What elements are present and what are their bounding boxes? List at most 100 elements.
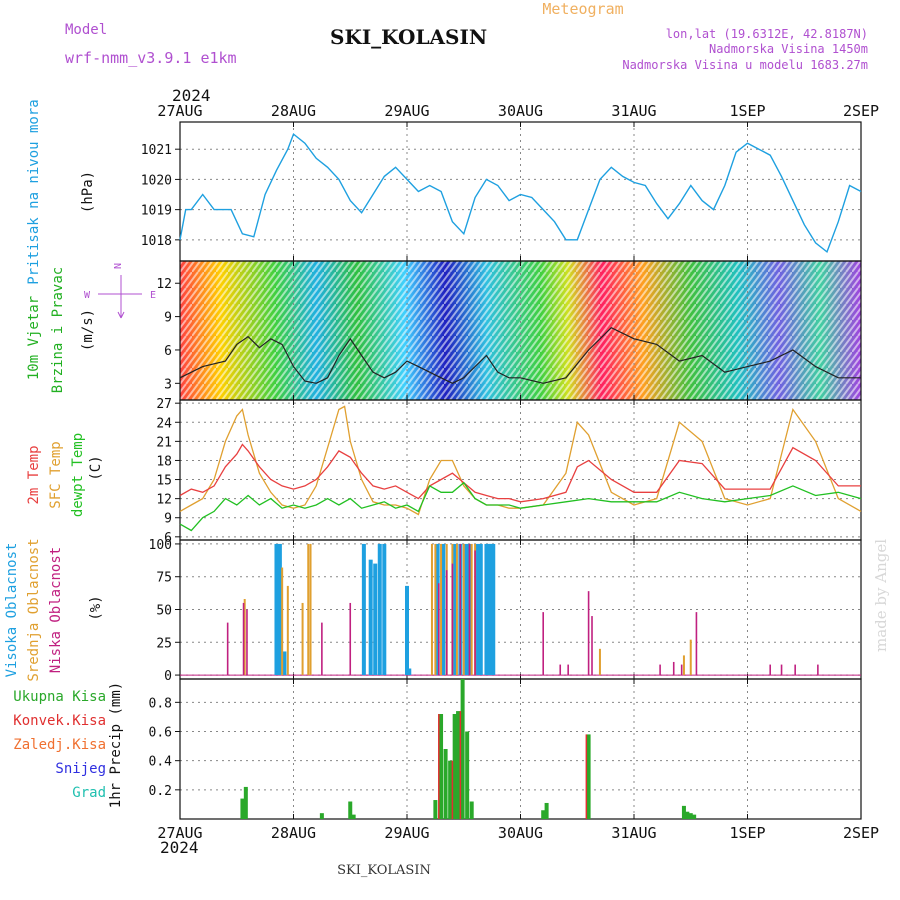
precip-legend-label: Grad: [72, 785, 106, 801]
srednja-cloud-bar: [286, 585, 289, 676]
ukupna-precip-bar: [433, 800, 438, 819]
year-top: 2024: [172, 86, 211, 105]
visoka-cloud-bar: [377, 543, 382, 676]
x-tick-label-top: 30AUG: [498, 102, 543, 120]
y-tick-label: 9: [164, 512, 172, 527]
visoka-cloud-bar: [382, 543, 387, 676]
y-tick-label: 0.8: [149, 696, 172, 711]
dewpt-temp-line: [179, 481, 862, 532]
wind-unit-label: (m/s): [80, 309, 96, 351]
visoka-cloud-bar: [488, 543, 493, 676]
wind-axis-label: 10m Vjetar: [26, 296, 42, 380]
x-tick-label-top: 29AUG: [384, 102, 429, 120]
visoka-cloud-bar: [452, 543, 457, 676]
precip-legend-label: Snijeg: [55, 761, 106, 777]
niska-cloud-bar: [349, 602, 352, 676]
x-tick-label-bottom: 27AUG: [157, 824, 202, 842]
srednja-cloud-bar: [243, 599, 246, 676]
watermark: made by Angel: [872, 539, 890, 652]
precip-unit-label: 1hr Precip (mm): [108, 682, 124, 808]
wind-axis-label-2: Brzina i Pravac: [50, 267, 66, 393]
srednja-cloud-bar: [455, 543, 458, 676]
niska-cloud-bar: [321, 622, 323, 676]
niska-cloud-bar: [459, 543, 462, 676]
niska-cloud-bar: [769, 664, 771, 676]
y-tick-label: 0.2: [149, 784, 172, 799]
y-tick-label: 24: [156, 416, 172, 431]
niska-cloud-bar: [817, 664, 819, 676]
sfc-temp-axis-label: SFC Temp: [48, 441, 64, 508]
pressure-axis-label: Pritisak na nivou mora: [26, 99, 42, 284]
y-tick-label: 6: [164, 344, 172, 359]
x-tick-label-top: 31AUG: [611, 102, 656, 120]
x-tick-label-top: 28AUG: [271, 102, 316, 120]
visoka-cloud-bar: [491, 543, 496, 676]
temp2m-axis-label: 2m Temp: [26, 445, 42, 504]
konvek-precip-bar: [585, 734, 588, 819]
model-name: wrf-nmm_v3.9.1 e1km: [65, 49, 237, 67]
ukupna-precip-bar: [586, 734, 591, 819]
visoka-cloud-bar: [435, 543, 440, 676]
ukupna-precip-bar: [351, 814, 356, 819]
y-tick-label: 18: [156, 454, 172, 469]
srednja-cloud-bar: [307, 543, 310, 676]
chart-kind-label: Meteogram: [542, 0, 623, 18]
temp-unit-label: (C): [88, 455, 104, 480]
ukupna-precip-bar: [443, 749, 448, 819]
ukupna-precip-bar: [456, 711, 461, 819]
niska-cloud-bar: [474, 550, 476, 676]
y-tick-label: 1021: [141, 143, 172, 158]
ukupna-precip-bar: [681, 805, 686, 819]
footer-station: SKI_KOLASIN: [337, 863, 431, 878]
ukupna-precip-bar: [469, 801, 474, 819]
srednja-cloud-bar: [598, 648, 601, 676]
niska-cloud-bar: [445, 570, 448, 676]
visoka-cloud-bar: [407, 668, 412, 676]
ukupna-precip-bar: [243, 786, 248, 819]
ukupna-precip-bar: [439, 714, 444, 819]
y-tick-label: 50: [156, 604, 172, 619]
niska-cloud-bar: [780, 664, 783, 676]
sfc-temp-line: [179, 405, 862, 516]
niska-cloud-bar: [226, 622, 229, 676]
wind-barbs-overlay: [180, 261, 861, 400]
x-tick-label-bottom: 28AUG: [271, 824, 316, 842]
niska-cloud-bar: [437, 583, 440, 676]
srednja-cloud-bar: [430, 543, 433, 676]
ukupna-precip-bar: [541, 810, 546, 819]
visoka-cloud-bar: [405, 585, 409, 676]
x-tick-label-top: 2SEP: [843, 102, 879, 120]
model-label: Model: [65, 22, 107, 38]
y-tick-label: 12: [156, 277, 172, 292]
visoka-cloud-bar: [478, 543, 483, 676]
y-tick-label: 0.4: [149, 755, 173, 770]
ukupna-precip-bar: [348, 801, 353, 819]
panels: 1018 1019 1020 1021 3 6 9 12 6 9 12 15 18 21 24 27 0 25 50…: [4, 99, 879, 842]
konvek-precip-bar: [459, 711, 462, 819]
niska-cloud-bar: [587, 591, 590, 676]
compass-n-label: N: [113, 263, 124, 269]
precip-legend-label: Konvek.Kisa: [13, 713, 106, 729]
precip-legend-label: Zaledj.Kisa: [13, 737, 106, 753]
niska-cloud-bar: [468, 543, 471, 676]
niska-cloud-bar: [659, 664, 661, 676]
niska-cloud-bar: [794, 664, 796, 676]
y-tick-label: 12: [156, 493, 172, 508]
x-tick-label-bottom: 30AUG: [498, 824, 543, 842]
pressure-series-line: [179, 132, 862, 254]
visoka-axis-label: Visoka Oblacnost: [4, 543, 20, 678]
x-tick-label-top: 1SEP: [729, 102, 765, 120]
ukupna-precip-bar: [452, 714, 457, 819]
pressure-unit-label: (hPa): [80, 171, 96, 213]
srednja-axis-label: Srednja Oblacnost: [26, 538, 42, 681]
lonlat-label: lon,lat (19.6312E, 42.8187N): [666, 27, 868, 41]
visoka-cloud-bar: [361, 543, 366, 676]
srednja-cloud-bar: [434, 543, 437, 676]
visoka-cloud-bar: [277, 543, 282, 676]
srednja-cloud-bar: [462, 543, 465, 676]
niska-axis-label: Niska Oblacnost: [48, 547, 64, 673]
temp2m-line: [179, 443, 861, 503]
page-title: SKI_KOLASIN: [330, 25, 487, 49]
niska-cloud-bar: [567, 664, 569, 676]
compass-w-label: W: [84, 290, 91, 301]
